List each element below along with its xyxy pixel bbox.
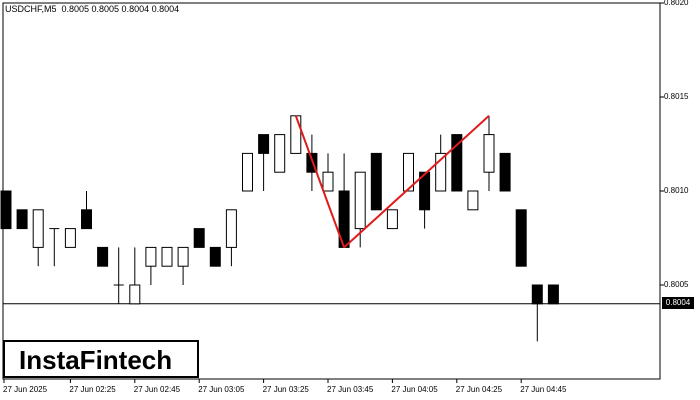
candle <box>193 228 205 248</box>
y-tick-label: 0.8005 <box>664 280 689 289</box>
candle-body <box>370 152 382 211</box>
candle-body <box>32 209 44 248</box>
candle-body <box>16 209 28 230</box>
candle-body <box>483 134 495 173</box>
candle <box>97 246 109 267</box>
candle-body <box>145 246 157 267</box>
candle-body <box>0 190 12 230</box>
x-tick-label: 27 Jun 03:05 <box>198 385 245 394</box>
candle-body <box>467 190 479 211</box>
watermark-logo: InstaFintech <box>3 340 199 378</box>
candle-body <box>193 228 205 248</box>
candle-body <box>419 171 431 211</box>
candle <box>338 153 350 248</box>
candle <box>16 209 28 230</box>
candle-body <box>306 152 318 173</box>
x-tick-label: 27 Jun 04:05 <box>391 385 438 394</box>
candle <box>0 190 12 230</box>
candle <box>81 191 92 230</box>
y-tick-label: 0.8010 <box>664 186 689 195</box>
candle <box>419 171 431 229</box>
candle <box>547 284 559 305</box>
candle-body <box>64 228 76 248</box>
pattern-trendline <box>343 115 490 249</box>
candle-body <box>322 171 334 192</box>
x-tick-label: 27 Jun 02:45 <box>133 385 181 394</box>
candle <box>274 134 286 173</box>
candle <box>145 246 157 285</box>
candle <box>403 152 414 192</box>
current-price-label: 0.8004 <box>662 297 694 309</box>
candle-body <box>81 209 92 230</box>
candle <box>515 209 527 267</box>
x-tick-label: 27 Jun 03:45 <box>327 385 374 394</box>
candle <box>322 153 334 192</box>
candle <box>32 209 44 267</box>
candle <box>499 152 511 192</box>
candle-body <box>242 152 253 192</box>
candle-body <box>129 284 141 305</box>
candle <box>242 152 253 192</box>
candle <box>258 134 270 191</box>
y-tick-label: 0.8020 <box>664 0 689 7</box>
candle <box>64 228 76 248</box>
candle-body <box>451 134 463 192</box>
candle-body <box>97 246 109 267</box>
watermark-text: InstaFintech <box>19 345 173 375</box>
candle-body <box>531 284 543 305</box>
x-tick-label: 27 Jun 03:25 <box>262 385 309 394</box>
pattern-trendline <box>294 115 346 248</box>
candle <box>49 228 60 267</box>
candle <box>531 284 543 342</box>
candle-body <box>161 246 173 267</box>
candle <box>354 171 366 248</box>
candle <box>129 247 141 305</box>
candle <box>161 246 173 267</box>
candle-body <box>354 171 366 230</box>
chart-title: USDCHF,M5 0.8005 0.8005 0.8004 0.8004 <box>5 4 180 14</box>
candle <box>306 134 318 191</box>
candle <box>290 115 302 154</box>
candle-body <box>274 134 286 173</box>
x-tick-label: 27 Jun 04:45 <box>520 385 567 394</box>
candle-body <box>225 209 237 248</box>
candle-body <box>258 134 270 154</box>
x-tick-label: 27 Jun 2025 <box>3 385 48 394</box>
candle <box>177 246 189 285</box>
candle-body <box>435 152 447 192</box>
candle-body <box>499 152 511 192</box>
candle <box>225 209 237 267</box>
x-tick-label: 27 Jun 04:25 <box>455 385 503 394</box>
candle-body <box>515 209 527 267</box>
candle <box>370 152 382 211</box>
candle-body <box>209 246 221 267</box>
candle <box>113 247 124 304</box>
candle <box>483 115 495 191</box>
candle-body <box>547 284 559 305</box>
candle <box>209 246 221 267</box>
candle-body <box>386 209 398 230</box>
candle-body <box>290 115 302 154</box>
y-tick-label: 0.8015 <box>664 92 689 101</box>
candle-body <box>403 152 414 192</box>
candle-body <box>177 246 189 267</box>
candle <box>386 209 398 230</box>
candle <box>467 190 479 211</box>
x-tick-label: 27 Jun 02:25 <box>69 385 116 394</box>
candle <box>435 134 447 192</box>
